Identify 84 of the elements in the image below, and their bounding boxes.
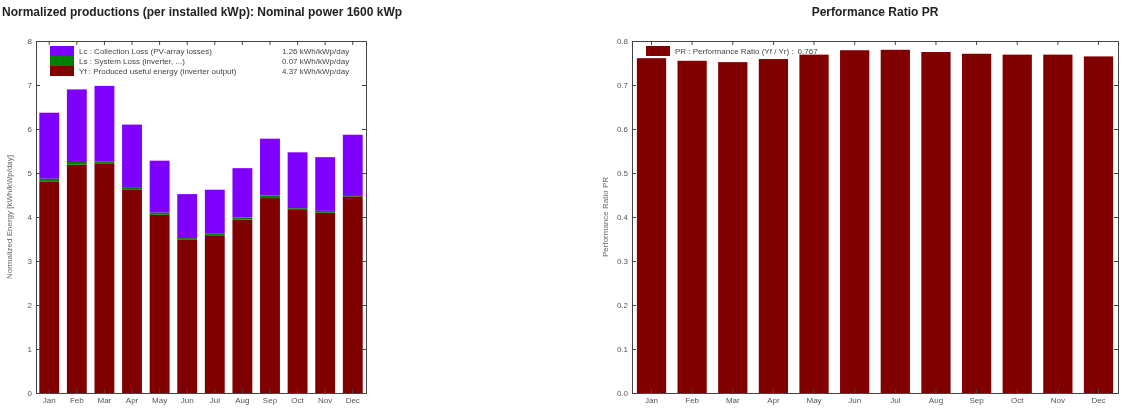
y-tick-label: 8 <box>27 37 33 47</box>
x-tick-label: Aug <box>928 396 944 406</box>
y-tick-label: 4 <box>27 213 33 223</box>
bar <box>232 168 253 218</box>
bar <box>122 187 142 190</box>
bar <box>122 189 142 393</box>
bar <box>149 212 170 215</box>
y-tick-label: 5 <box>27 169 33 179</box>
y-tick-label: 0.8 <box>616 37 629 47</box>
annotation: 4.37 kWh/kWp/day <box>282 67 350 76</box>
y-tick-label: 6 <box>27 125 33 135</box>
x-tick-label: Jan <box>645 396 658 406</box>
bar <box>66 164 87 393</box>
bar <box>94 163 115 393</box>
x-tick-label: Feb <box>685 396 700 406</box>
y-tick-label: 2 <box>27 301 33 311</box>
bar <box>39 181 60 393</box>
y-tick-label: 0.2 <box>616 301 629 311</box>
bar <box>204 233 225 236</box>
bar <box>177 194 198 239</box>
x-tick-label: Nov <box>1050 396 1065 406</box>
y-tick-label: 0.0 <box>616 389 629 399</box>
x-tick-label: Mar <box>97 396 112 406</box>
x-tick-label: May <box>152 396 168 406</box>
bar <box>342 196 363 393</box>
bar <box>204 189 225 234</box>
x-tick-label: Apr <box>767 396 780 406</box>
x-tick-label: Jun <box>848 396 862 406</box>
y-axis-title: Performance Ratio PR <box>601 176 610 258</box>
x-tick-label: Aug <box>235 396 250 406</box>
bar <box>232 217 253 220</box>
y-tick-label: 0.7 <box>616 81 629 91</box>
x-tick-label: May <box>806 396 822 406</box>
annotation: 1.26 kWh/kWp/day <box>282 47 350 56</box>
annotation: 0.767 <box>797 47 819 56</box>
legend-label: Ls : System Loss (inverter, ...) <box>79 57 186 66</box>
x-tick-label: Sep <box>969 396 985 406</box>
bar <box>342 134 363 195</box>
y-tick-label: 0.6 <box>616 125 629 135</box>
x-tick-label: Dec <box>345 396 360 406</box>
bar <box>287 209 308 393</box>
bar <box>232 219 253 393</box>
x-tick-label: Sep <box>262 396 278 406</box>
x-tick-label: Jul <box>209 396 221 406</box>
annotation: 0.07 kWh/kWp/day <box>282 57 350 66</box>
x-tick-label: Jun <box>180 396 194 406</box>
x-tick-label: Dec <box>1091 396 1106 406</box>
chart-title: Performance Ratio PR <box>811 5 939 19</box>
legend-label: Yf : Produced useful energy (inverter output) <box>79 67 237 76</box>
x-tick-label: Mar <box>725 396 740 406</box>
bar <box>66 89 87 162</box>
x-tick-label: Oct <box>1011 396 1025 406</box>
bar <box>149 214 170 393</box>
y-tick-label: 0.5 <box>616 169 629 179</box>
legend-label: Lc : Collection Loss (PV-array losses) <box>79 47 213 56</box>
bar <box>66 162 87 165</box>
x-tick-label: Apr <box>125 396 139 406</box>
y-tick-label: 1 <box>27 345 33 355</box>
bar <box>260 198 280 393</box>
chart-title: Normalized productions (per installed kWp): Nominal power 1600 kWp <box>2 5 403 19</box>
y-axis-title: Normalized Energy [kWh/kWp/day] <box>5 154 14 280</box>
bar <box>204 235 225 393</box>
bar <box>149 160 170 213</box>
bar <box>39 112 60 179</box>
y-tick-label: 7 <box>27 81 33 91</box>
bar <box>177 239 198 393</box>
bar <box>260 138 280 196</box>
y-tick-label: 0.4 <box>616 213 629 223</box>
x-tick-label: Feb <box>69 396 85 406</box>
bar <box>122 124 142 188</box>
x-tick-label: Jan <box>42 396 56 406</box>
x-tick-label: Oct <box>291 396 305 406</box>
y-tick-label: 0.1 <box>616 345 629 355</box>
y-tick-label: 3 <box>27 257 33 267</box>
x-tick-label: Jul <box>890 396 901 406</box>
bar <box>315 212 336 393</box>
bar <box>315 157 336 211</box>
bar <box>94 85 115 162</box>
legend-label: PR : Performance Ratio (Yf / Yr) : <box>675 47 794 56</box>
y-tick-label: 0 <box>27 389 33 399</box>
bar <box>260 195 280 199</box>
bar <box>287 152 308 209</box>
y-tick-label: 0.3 <box>616 257 629 267</box>
x-tick-label: Nov <box>318 396 333 406</box>
